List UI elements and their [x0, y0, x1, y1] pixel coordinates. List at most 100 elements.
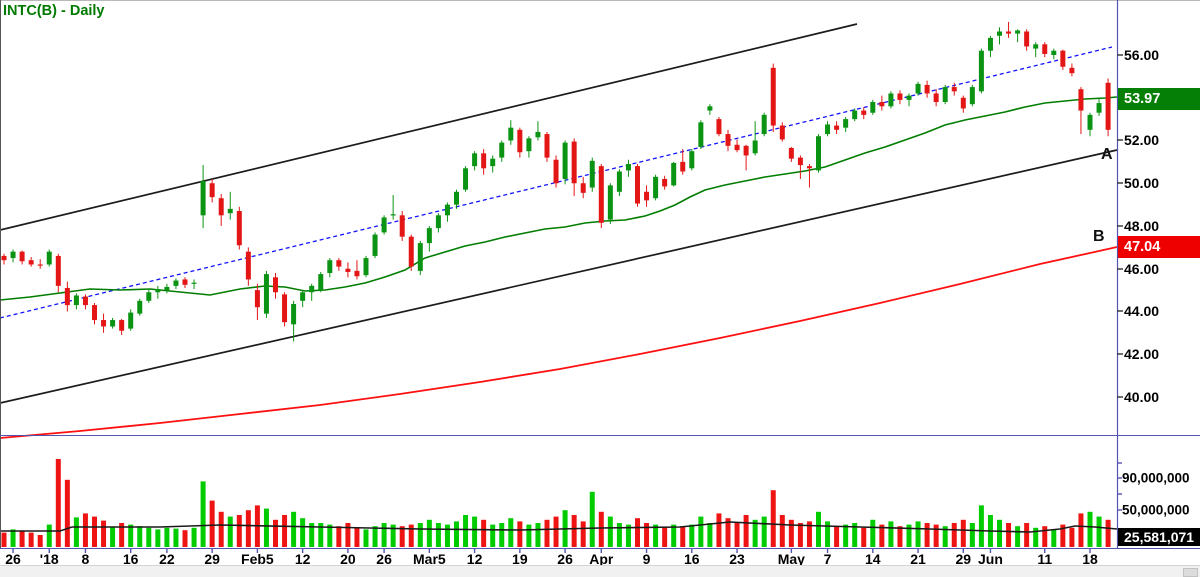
date-tick-label: 23 — [729, 551, 745, 567]
volume-bar — [906, 524, 912, 547]
price-tick-label: 42.00 — [1124, 346, 1160, 362]
date-tick-label: 29 — [204, 551, 220, 567]
candle-body — [372, 234, 378, 256]
candle-body — [245, 251, 251, 280]
volume-bar — [454, 521, 459, 547]
volume-bar — [1006, 523, 1012, 547]
volume-bar — [1096, 516, 1102, 547]
volume-tick-label: 90,000,000 — [1122, 470, 1190, 486]
volume-bar — [82, 513, 88, 547]
volume-bar — [1, 532, 7, 547]
volume-bar — [553, 516, 559, 547]
trendline-label-a[interactable]: A — [1101, 146, 1113, 163]
green-moving-average-line[interactable] — [0, 96, 1118, 301]
volume-bar — [64, 479, 70, 547]
date-tick-label: 21 — [910, 551, 926, 567]
volume-bar — [879, 524, 885, 547]
candle-body — [825, 124, 831, 135]
candle-body — [1051, 50, 1057, 55]
volume-bar — [1060, 524, 1066, 547]
volume-bar — [209, 500, 215, 547]
volume-bar — [327, 524, 333, 547]
volume-bar — [734, 523, 740, 547]
candle-body — [707, 106, 713, 111]
volume-bar — [589, 491, 595, 547]
volume-bar — [598, 511, 604, 547]
price-tick-label: 46.00 — [1124, 261, 1160, 277]
candle-body — [481, 153, 487, 169]
candle-body — [589, 160, 595, 188]
volume-bar — [933, 524, 939, 547]
volume-bar — [417, 523, 423, 547]
volume-bar — [1042, 526, 1048, 547]
volume-bar — [635, 518, 640, 547]
candle-body — [834, 125, 840, 130]
candle-body — [616, 171, 622, 192]
price-tick-label: 52.00 — [1124, 132, 1160, 148]
volume-bar — [381, 523, 387, 547]
volume-bar — [544, 519, 550, 547]
candle-body — [580, 183, 586, 193]
candle-body — [1, 255, 7, 261]
volume-bar — [435, 523, 441, 547]
volume-bar — [870, 519, 876, 547]
volume-bar — [399, 526, 405, 547]
volume-bar — [236, 515, 242, 547]
candle-body — [960, 97, 966, 109]
volume-bar — [861, 527, 867, 547]
trend-channel-lower-line[interactable] — [0, 149, 1118, 404]
date-tick-label: 16 — [122, 551, 139, 567]
volume-bar — [852, 523, 858, 547]
candle-body — [689, 151, 695, 169]
candle-body — [671, 162, 677, 186]
volume-bar — [625, 524, 631, 547]
candle-body — [535, 131, 541, 138]
candle-body — [1015, 30, 1021, 34]
volume-bar — [725, 518, 731, 547]
candle-body — [788, 147, 794, 159]
red-moving-average-line[interactable] — [0, 246, 1118, 439]
volume-bar — [318, 523, 324, 547]
candle-body — [209, 183, 215, 198]
candle-body — [92, 305, 97, 321]
candle-body — [1060, 50, 1066, 67]
date-tick-label: Feb5 — [241, 551, 274, 567]
candle-body — [526, 138, 532, 152]
candle-body — [770, 67, 776, 126]
horizontal-scrollbar[interactable] — [0, 565, 1200, 577]
volume-bar — [227, 516, 233, 547]
candle-body — [562, 142, 568, 179]
volume-bar — [716, 513, 722, 547]
candle-body — [28, 260, 34, 265]
candle-body — [345, 268, 351, 272]
candle-body — [861, 110, 867, 115]
candle-body — [273, 277, 278, 293]
volume-bar — [942, 526, 948, 547]
candle-body — [19, 251, 25, 262]
trend-channel-upper-line[interactable] — [0, 23, 858, 231]
volume-moving-average-line[interactable] — [0, 521, 1118, 533]
candle-body — [734, 144, 740, 151]
red-ma-value-badge: 47.04 — [1118, 236, 1200, 258]
candle-body — [282, 294, 288, 323]
trendline-label-b[interactable]: B — [1093, 228, 1105, 245]
volume-bar — [978, 505, 984, 547]
volume-bar — [1051, 529, 1057, 547]
candle-body — [10, 251, 16, 259]
volume-bar — [173, 528, 179, 547]
volume-bar — [662, 527, 668, 547]
candle-body — [128, 312, 134, 329]
price-tick-label: 50.00 — [1124, 175, 1160, 191]
volume-bar — [46, 524, 52, 547]
candle-body — [200, 181, 206, 216]
volume-bar — [345, 523, 351, 547]
date-tick-label: '18 — [39, 551, 59, 567]
candle-body — [553, 159, 559, 184]
volume-bar — [137, 526, 143, 547]
volume-bar — [834, 526, 840, 547]
volume-bar — [698, 516, 704, 547]
scrollbar-button[interactable] — [1183, 568, 1198, 577]
date-tick-label: 18 — [1082, 551, 1098, 567]
